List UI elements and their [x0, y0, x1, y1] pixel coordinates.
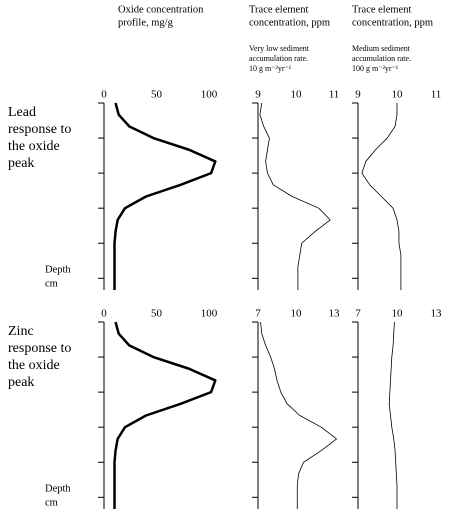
column-subheader: Medium sediment — [352, 44, 411, 53]
depth-label: Depth — [45, 483, 71, 494]
x-tick-label: 9 — [355, 89, 361, 101]
x-tick-label: 13 — [431, 308, 443, 320]
column-subheader: Very low sediment — [249, 44, 310, 53]
profile-line — [361, 103, 402, 290]
depth-label: cm — [45, 497, 58, 508]
row-label: Lead — [8, 105, 36, 120]
column-header: concentration, ppm — [249, 17, 330, 28]
row-label: the oxide — [8, 358, 60, 373]
x-tick-label: 7 — [255, 308, 261, 320]
x-tick-label: 50 — [151, 308, 163, 320]
profile-line — [113, 321, 217, 509]
profile-line — [260, 321, 337, 509]
row-label: peak — [8, 156, 34, 171]
x-tick-label: 10 — [291, 308, 303, 320]
x-tick-label: 7 — [355, 308, 361, 320]
column-subheader: accumulation rate. — [352, 54, 411, 63]
profile-line — [259, 102, 331, 290]
column-header: Trace element — [249, 4, 308, 15]
row-label: response to — [8, 122, 71, 137]
profile-line — [113, 102, 217, 290]
row-label: Zinc — [8, 324, 34, 339]
column-header: concentration, ppm — [352, 17, 433, 28]
x-tick-label: 100 — [201, 308, 218, 320]
x-tick-label: 10 — [392, 308, 404, 320]
x-tick-label: 0 — [101, 89, 107, 101]
x-tick-label: 50 — [151, 89, 163, 101]
column-subheader: accumulation rate. — [249, 54, 308, 63]
column-header: Oxide concentration — [118, 4, 204, 15]
column-subheader: 100 g m⁻²yr⁻¹ — [352, 64, 399, 73]
column-subheader: 10 g m⁻²yr⁻¹ — [249, 64, 292, 73]
row-label: response to — [8, 341, 71, 356]
column-header: profile, mg/g — [118, 17, 174, 28]
x-tick-label: 9 — [255, 89, 261, 101]
x-tick-label: 11 — [431, 89, 442, 101]
x-tick-label: 0 — [101, 308, 107, 320]
x-tick-label: 13 — [329, 308, 341, 320]
profile-line — [388, 321, 398, 509]
row-label: the oxide — [8, 139, 60, 154]
x-tick-label: 10 — [291, 89, 303, 101]
column-header: Trace element — [352, 4, 411, 15]
x-tick-label: 10 — [392, 89, 404, 101]
row-label: peak — [8, 375, 34, 390]
x-tick-label: 100 — [201, 89, 218, 101]
depth-label: Depth — [45, 264, 71, 275]
depth-label: cm — [45, 278, 58, 289]
x-tick-label: 11 — [329, 89, 340, 101]
